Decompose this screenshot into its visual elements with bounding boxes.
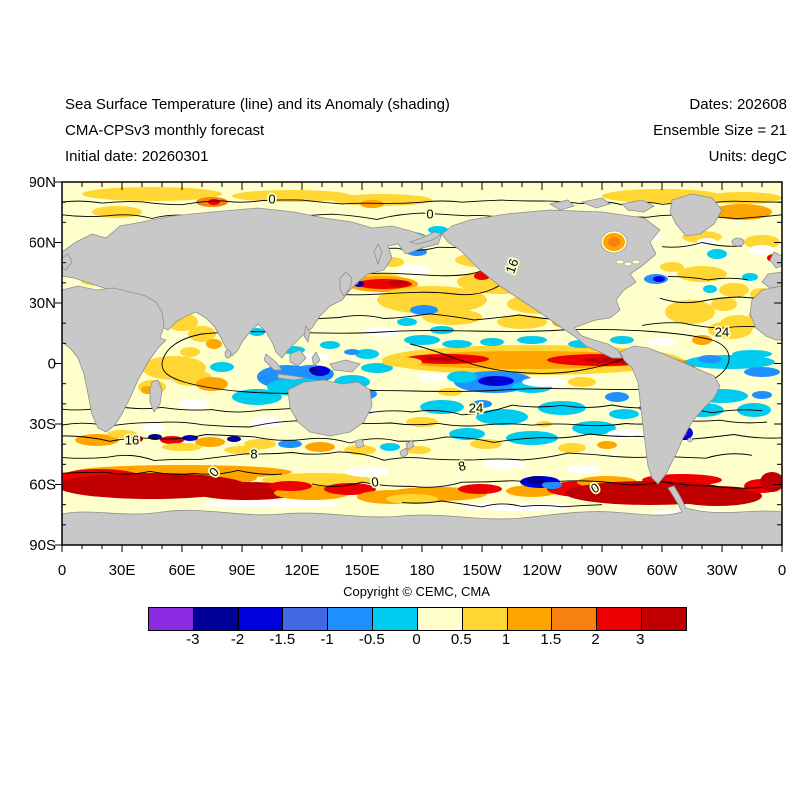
lon-tick-label: 120W [522, 562, 562, 579]
contour-label: 16 [502, 257, 521, 276]
lat-tick-label: 30N [30, 295, 56, 312]
colorbar-cell-0 [149, 608, 194, 630]
lon-tick-label: 150W [462, 562, 502, 579]
lat-axis-labels: 90N 60N 30N 0 30S 60S 90S [30, 174, 56, 554]
contour-label: 16 [125, 433, 139, 448]
lon-tick-label: 30E [109, 562, 136, 579]
anomaly-colorbar [148, 607, 687, 631]
contour-label: 8 [250, 447, 257, 462]
dates-label: Dates: 202608 [689, 96, 787, 113]
contour-label: 24 [469, 401, 483, 416]
lon-tick-label: 90W [587, 562, 619, 579]
lon-tick-label: 180 [409, 562, 434, 579]
colorbar-cell-11 [642, 608, 686, 630]
inland-water-layer [600, 230, 693, 443]
colorbar-tick-label: -1.5 [269, 631, 296, 648]
colorbar-cell-10 [597, 608, 643, 630]
colorbar-tick-label: -1 [320, 631, 334, 648]
lat-tick-label: 60S [30, 477, 56, 494]
copyright-text: Copyright © CEMC, CMA [343, 584, 490, 599]
colorbar-cell-3 [283, 608, 329, 630]
colorbar-cell-6 [417, 608, 463, 630]
lon-tick-label: 60E [169, 562, 196, 579]
lon-tick-label: 150E [344, 562, 379, 579]
contour-label: 0 [426, 207, 433, 222]
colorbar-cell-9 [552, 608, 598, 630]
contour-label: 0 [268, 192, 275, 207]
units-label: Units: degC [708, 148, 787, 165]
colorbar-cell-7 [462, 608, 508, 630]
lat-tick-label: 0 [48, 356, 56, 373]
colorbar-tick-label: -0.5 [358, 631, 385, 648]
lat-tick-label: 90N [30, 174, 56, 191]
contour-label: 24 [715, 325, 729, 340]
lon-tick-label: 90E [229, 562, 256, 579]
colorbar-tick-label: 3 [636, 631, 645, 648]
lon-tick-label: 60W [647, 562, 679, 579]
plot-title: Sea Surface Temperature (line) and its A… [65, 96, 450, 113]
plot-subtitle: CMA-CPSv3 monthly forecast [65, 122, 265, 139]
lon-tick-label: 120E [284, 562, 319, 579]
colorbar-cell-4 [328, 608, 374, 630]
colorbar-tick-label: 2 [591, 631, 600, 648]
colorbar-cell-1 [193, 608, 239, 630]
axis-ticks [55, 181, 783, 552]
lon-tick-label: 0 [58, 562, 66, 579]
colorbar-cell-8 [507, 608, 553, 630]
ensemble-size-label: Ensemble Size = 21 [653, 122, 787, 139]
colorbar-tick-label: -3 [186, 631, 200, 648]
lat-tick-label: 60N [30, 235, 56, 252]
lon-tick-label: 30W [707, 562, 739, 579]
lon-tick-label: 0 [778, 562, 786, 579]
colorbar-tick-label: 1 [501, 631, 511, 648]
colorbar-cell-5 [373, 608, 418, 630]
initial-date-label: Initial date: 20260301 [65, 148, 209, 165]
colorbar-cell-2 [238, 608, 284, 630]
colorbar-tick-label: -2 [230, 631, 245, 648]
lon-axis-labels: 0 30E 60E 90E 120E 150E 180 150W 120W 90W 60W 30W 0 [58, 562, 786, 579]
colorbar-tick-label: 0.5 [450, 631, 472, 648]
colorbar-tick-label: 1.5 [540, 631, 562, 648]
axes-layer: 0 30E 60E 90E 120E 150E 180 150W 120W 90W 60W 30W 09… [30, 174, 786, 579]
lat-tick-label: 90S [30, 537, 56, 554]
lat-tick-label: 30S [30, 416, 56, 433]
colorbar-tick-label: 0 [412, 631, 421, 648]
